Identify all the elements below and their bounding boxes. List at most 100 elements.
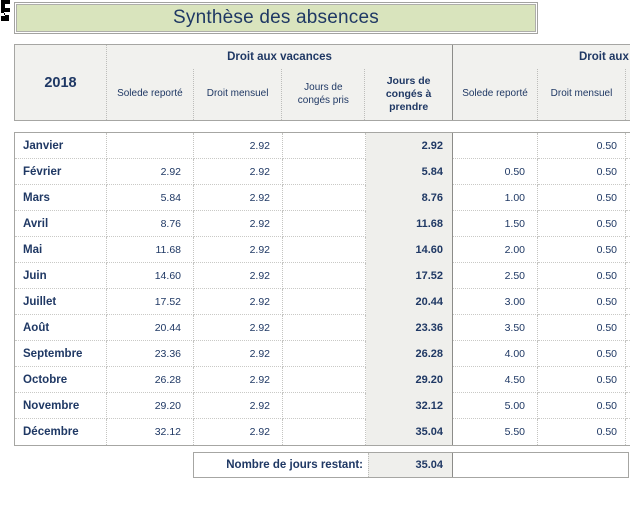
droit-mensuel-cell: 2.92 xyxy=(194,211,283,237)
row-filler xyxy=(626,315,630,341)
group1-title: Droit aux vacances xyxy=(227,51,332,63)
month-label: Septembre xyxy=(23,347,83,360)
conges-a-prendre-cell: 14.60 xyxy=(366,237,453,263)
table-row: Décembre 32.12 2.92 35.04 5.50 0.50 xyxy=(15,419,630,445)
table-row: Octobre 26.28 2.92 29.20 4.50 0.50 xyxy=(15,367,630,393)
conges-a-prendre-cell: 8.76 xyxy=(366,185,453,211)
droit-mensuel-2-cell: 0.50 xyxy=(538,185,626,211)
row-filler xyxy=(626,237,630,263)
conges-a-prendre-cell: 2.92 xyxy=(366,133,453,159)
month-label: Avril xyxy=(23,217,49,230)
year-header-cell: 2018 xyxy=(15,45,107,120)
droit-mensuel-cell: 2.92 xyxy=(194,341,283,367)
droit-mensuel-2-cell: 0.50 xyxy=(538,393,626,419)
month-cell: Décembre xyxy=(15,419,107,445)
month-label: Décembre xyxy=(23,426,79,438)
solde-reporte-2-cell: 1.50 xyxy=(453,211,538,237)
conges-a-prendre-cell: 26.28 xyxy=(366,341,453,367)
solde-reporte-cell: 20.44 xyxy=(107,315,194,341)
row-filler xyxy=(626,393,630,419)
month-cell: Mai xyxy=(15,237,107,263)
month-cell: Novembre xyxy=(15,393,107,419)
solde-reporte-2-cell: 3.50 xyxy=(453,315,538,341)
solde-reporte-cell: 2.92 xyxy=(107,159,194,185)
droit-mensuel-2-cell: 0.50 xyxy=(538,211,626,237)
solde-reporte-cell xyxy=(107,133,194,159)
month-label: Janvier xyxy=(23,139,64,152)
corner-artifact-icon xyxy=(1,0,10,21)
solde-reporte-2-cell: 4.50 xyxy=(453,367,538,393)
month-cell: Février xyxy=(15,159,107,185)
remaining-days-label: Nombre de jours restant: xyxy=(226,459,363,471)
month-label: Mars xyxy=(23,191,50,204)
month-cell: Mars xyxy=(15,185,107,211)
group2-subheaders: Solede reporté Droit mensuel xyxy=(453,69,630,120)
droit-mensuel-cell: 2.92 xyxy=(194,419,283,445)
droit-mensuel-2-cell: 0.50 xyxy=(538,419,626,445)
solde-reporte-cell: 8.76 xyxy=(107,211,194,237)
solde-reporte-cell: 11.68 xyxy=(107,237,194,263)
page-title-text: Synthèse des absences xyxy=(173,7,379,28)
row-filler xyxy=(626,289,630,315)
month-cell: Juin xyxy=(15,263,107,289)
droit-mensuel-cell: 2.92 xyxy=(194,393,283,419)
solde-reporte-2-cell: 5.00 xyxy=(453,393,538,419)
row-filler xyxy=(626,185,630,211)
table-row: Avril 8.76 2.92 11.68 1.50 0.50 xyxy=(15,211,630,237)
row-filler xyxy=(626,263,630,289)
droit-mensuel-cell: 2.92 xyxy=(194,237,283,263)
solde-reporte-cell: 32.12 xyxy=(107,419,194,445)
solde-reporte-cell: 14.60 xyxy=(107,263,194,289)
col-header-droit-mensuel: Droit mensuel xyxy=(194,69,283,120)
col-header-droit-mensuel-2: Droit mensuel xyxy=(538,69,626,120)
table-header: 2018 Droit aux vacances Solede reporté D… xyxy=(14,44,630,121)
conges-pris-cell xyxy=(283,289,366,315)
conges-pris-cell xyxy=(283,159,366,185)
col-header-conges-a-prendre: Jours de congés à prendre xyxy=(385,74,432,114)
conges-a-prendre-cell: 23.36 xyxy=(366,315,453,341)
solde-reporte-cell: 29.20 xyxy=(107,393,194,419)
footer-row: Nombre de jours restant: 35.04 xyxy=(193,452,629,478)
droit-mensuel-cell: 2.92 xyxy=(194,367,283,393)
droit-mensuel-2-cell: 0.50 xyxy=(538,341,626,367)
group-droit-aux-2: Droit aux Solede reporté Droit mensuel xyxy=(453,45,630,120)
solde-reporte-cell: 23.36 xyxy=(107,341,194,367)
solde-reporte-2-cell: 5.50 xyxy=(453,419,538,445)
month-cell: Octobre xyxy=(15,367,107,393)
solde-reporte-2-cell: 0.50 xyxy=(453,159,538,185)
droit-mensuel-2-cell: 0.50 xyxy=(538,133,626,159)
row-filler xyxy=(626,211,630,237)
table-row: Novembre 29.20 2.92 32.12 5.00 0.50 xyxy=(15,393,630,419)
conges-pris-cell xyxy=(283,211,366,237)
solde-reporte-2-cell xyxy=(453,133,538,159)
page-title: Synthèse des absences xyxy=(14,2,538,34)
footer-filler xyxy=(453,453,628,477)
month-label: Février xyxy=(23,165,62,178)
row-filler xyxy=(626,341,630,367)
solde-reporte-2-cell: 2.00 xyxy=(453,237,538,263)
solde-reporte-2-cell: 3.00 xyxy=(453,289,538,315)
row-filler xyxy=(626,419,630,445)
droit-mensuel-2-cell: 0.50 xyxy=(538,159,626,185)
table-row: Mai 11.68 2.92 14.60 2.00 0.50 xyxy=(15,237,630,263)
solde-reporte-cell: 17.52 xyxy=(107,289,194,315)
table-row: Mars 5.84 2.92 8.76 1.00 0.50 xyxy=(15,185,630,211)
conges-a-prendre-cell: 35.04 xyxy=(366,419,453,445)
col-header-solde-reporte-2: Solede reporté xyxy=(453,69,538,120)
table-row: Juin 14.60 2.92 17.52 2.50 0.50 xyxy=(15,263,630,289)
month-cell: Août xyxy=(15,315,107,341)
conges-a-prendre-cell: 32.12 xyxy=(366,393,453,419)
droit-mensuel-cell: 2.92 xyxy=(194,315,283,341)
droit-mensuel-2-cell: 0.50 xyxy=(538,367,626,393)
month-cell: Janvier xyxy=(15,133,107,159)
droit-mensuel-2-cell: 0.50 xyxy=(538,289,626,315)
col-header-conges-pris: Jours de congés pris xyxy=(282,69,366,120)
droit-mensuel-2-cell: 0.50 xyxy=(538,315,626,341)
group2-title: Droit aux xyxy=(579,51,629,63)
month-label: Juin xyxy=(23,269,47,282)
table-body: Janvier 2.92 2.92 0.50 Février 2.92 2.92… xyxy=(14,132,630,446)
conges-pris-cell xyxy=(283,237,366,263)
month-label: Mai xyxy=(23,243,43,256)
solde-reporte-2-cell: 4.00 xyxy=(453,341,538,367)
